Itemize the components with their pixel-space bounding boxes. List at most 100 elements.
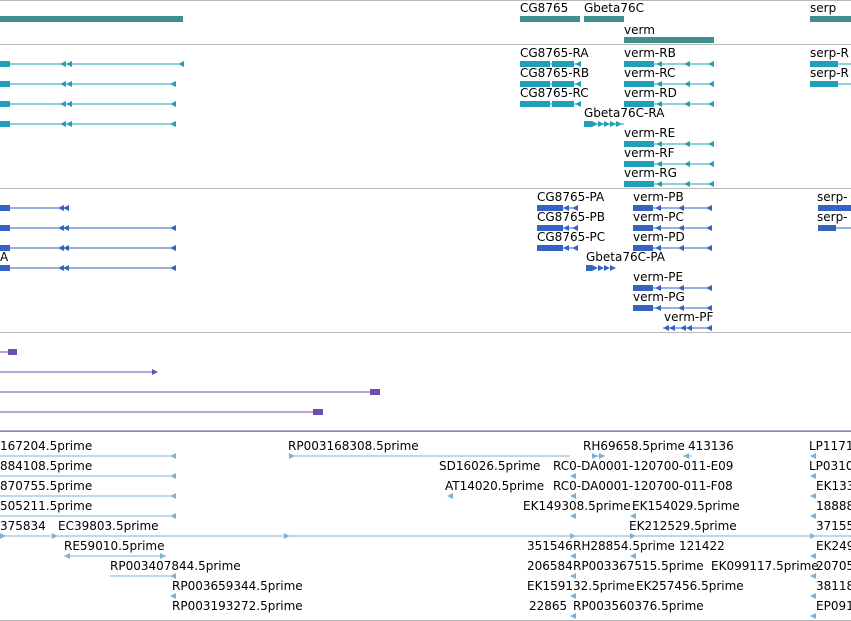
est-feature[interactable] (447, 493, 453, 499)
est-feature[interactable] (592, 453, 605, 459)
transcript-verm-re[interactable] (624, 141, 714, 147)
est-feature[interactable] (570, 573, 576, 579)
protein-feature[interactable] (0, 225, 176, 231)
transcript-label: verm-RE (624, 126, 676, 140)
est-label: RP003560376.5prime (573, 599, 704, 613)
est-feature[interactable] (810, 593, 816, 599)
est-feature[interactable] (0, 453, 176, 459)
purple-feature[interactable] (0, 369, 158, 375)
gene-feature[interactable] (0, 16, 183, 22)
gene-serp[interactable] (810, 16, 851, 22)
est-label: 884108.5prime (0, 459, 93, 473)
transcript-cg8765-rc[interactable] (520, 101, 581, 107)
est-label: RC0-DA0001-120700-011-F08 (553, 479, 733, 493)
est-feature[interactable] (570, 473, 576, 479)
protein-cg8765-pa[interactable] (537, 205, 578, 211)
est-feature[interactable] (810, 513, 816, 519)
transcript-verm-rg[interactable] (624, 181, 714, 187)
gene-cg8765[interactable] (520, 16, 580, 22)
transcript-serp[interactable] (810, 61, 851, 67)
protein-label: verm-PC (633, 210, 684, 224)
est-label: 167204.5prime (0, 439, 93, 453)
transcript-feature[interactable] (0, 61, 184, 67)
protein-verm-pf[interactable] (663, 325, 712, 331)
transcript-label: CG8765-RB (520, 66, 590, 80)
est-feature[interactable] (570, 593, 576, 599)
transcript-verm-rb[interactable] (624, 61, 714, 67)
est-feature[interactable] (810, 473, 816, 479)
protein-serp[interactable] (818, 225, 851, 231)
protein-verm-pc[interactable] (633, 225, 712, 231)
est-label: RP003407844.5prime (110, 559, 241, 573)
transcript-feature[interactable] (0, 81, 176, 87)
est-label: RP003367515.5prime (573, 559, 704, 573)
protein-verm-pg[interactable] (633, 305, 712, 311)
protein-verm-pb[interactable] (633, 205, 712, 211)
est-feature[interactable] (570, 493, 576, 499)
est-feature[interactable] (64, 553, 166, 559)
est-label: EC39803.5prime (58, 519, 159, 533)
est-label: EP091 (816, 599, 851, 613)
gene-label: Gbeta76C (584, 1, 645, 15)
est-feature[interactable] (683, 453, 692, 459)
est-feature[interactable] (570, 513, 576, 519)
est-feature[interactable] (810, 453, 816, 459)
est-label: SD16026.5prime (439, 459, 541, 473)
est-feature[interactable] (810, 493, 816, 499)
est-feature[interactable] (289, 453, 570, 459)
transcript-feature[interactable] (0, 121, 176, 127)
protein-verm-pd[interactable] (633, 245, 712, 251)
protein-cg8765-pc[interactable] (537, 245, 578, 251)
transcript-verm-rc[interactable] (624, 81, 714, 87)
est-feature[interactable] (110, 573, 176, 579)
transcript-serp[interactable] (810, 81, 851, 87)
transcript-cg8765-ra[interactable] (520, 61, 581, 67)
est-feature[interactable] (570, 613, 576, 619)
est-feature[interactable] (810, 613, 816, 619)
protein-label: serp- (817, 190, 848, 204)
protein-feature[interactable] (0, 265, 176, 271)
purple-feature[interactable] (0, 389, 380, 395)
transcript-label: Gbeta76C-RA (584, 106, 665, 120)
protein-feature[interactable] (0, 205, 69, 211)
est-label: 121422 (679, 539, 725, 553)
transcript-cg8765-rb[interactable] (520, 81, 581, 87)
est-track (0, 453, 851, 619)
purple-feature[interactable] (0, 409, 323, 415)
gene-gbeta76c[interactable] (584, 16, 624, 22)
transcript-label: serp-R (810, 46, 849, 60)
est-label: EK133 (816, 479, 851, 493)
est-feature[interactable] (630, 513, 636, 519)
protein-gbeta76c-pa[interactable] (586, 265, 616, 271)
gene-label: verm (624, 23, 655, 37)
gene-track (0, 16, 851, 43)
transcript-verm-rd[interactable] (624, 101, 714, 107)
est-feature[interactable] (570, 553, 576, 559)
gene-verm[interactable] (624, 37, 714, 43)
est-feature[interactable] (810, 553, 816, 559)
est-feature[interactable] (170, 593, 176, 599)
transcript-verm-rf[interactable] (624, 161, 714, 167)
protein-label: CG8765-PB (537, 210, 606, 224)
transcript-gbeta76c-ra[interactable] (584, 121, 624, 127)
protein-cg8765-pb[interactable] (537, 225, 578, 231)
purple-track (0, 349, 851, 432)
est-label: 206584 (527, 559, 573, 573)
est-label: EK257456.5prime (636, 579, 744, 593)
purple-feature[interactable] (0, 349, 17, 355)
est-label: EK249 (816, 539, 851, 553)
protein-verm-pe[interactable] (633, 285, 712, 291)
protein-serp[interactable] (818, 205, 851, 211)
protein-label: verm-PG (633, 290, 685, 304)
transcript-label: CG8765-RC (520, 86, 589, 100)
protein-feature[interactable] (0, 245, 176, 251)
est-feature[interactable] (0, 513, 176, 519)
est-feature[interactable] (810, 573, 816, 579)
transcript-feature[interactable] (0, 101, 176, 107)
est-feature[interactable] (0, 493, 176, 499)
gene-label: serp (810, 1, 837, 15)
est-feature[interactable] (0, 473, 176, 479)
transcript-label: verm-RC (624, 66, 676, 80)
est-feature[interactable] (630, 553, 636, 559)
est-feature[interactable] (0, 533, 851, 539)
